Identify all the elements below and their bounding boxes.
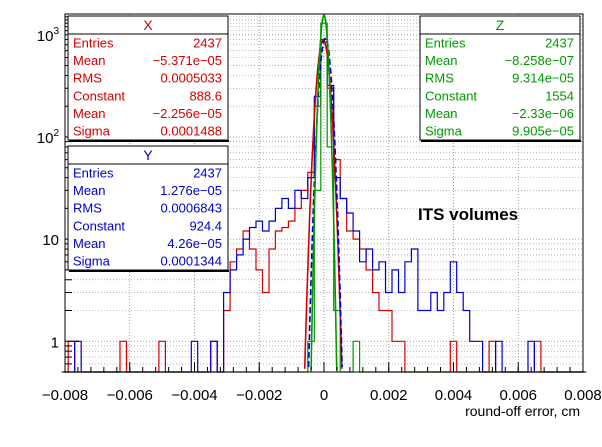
stat-label: Mean xyxy=(73,183,106,198)
stat-value: 4.26e−05 xyxy=(167,236,222,251)
x-tick-label: 0.004 xyxy=(435,387,473,404)
stat-value: 2437 xyxy=(545,35,574,50)
stat-value: 924.4 xyxy=(189,218,222,233)
fit-curve-z xyxy=(310,14,338,371)
stat-value: 9.905e−05 xyxy=(512,124,574,139)
stat-value: −8.258e−07 xyxy=(505,53,574,68)
x-tick-label: 0 xyxy=(320,387,328,404)
stat-box-title: Z xyxy=(496,17,505,33)
stat-value: 0.0001344 xyxy=(161,254,222,269)
stat-value: 888.6 xyxy=(189,88,222,103)
stat-boxes: X Entries 2437 Mean −5.371e−05 RMS 0.0005033 Co… xyxy=(67,15,581,272)
x-tick-label: −0.008 xyxy=(42,387,88,404)
stat-label: Constant xyxy=(425,88,477,103)
stat-box-shadow xyxy=(69,270,229,272)
stat-box-shadow xyxy=(421,140,581,142)
y-tick-label: 103 xyxy=(37,26,60,45)
x-tick-label: −0.004 xyxy=(171,387,217,404)
stat-box-title: Y xyxy=(143,147,153,163)
stat-label: Entries xyxy=(73,35,114,50)
stat-label: Sigma xyxy=(73,254,111,269)
stat-box-x: X Entries 2437 Mean −5.371e−05 RMS 0.0005033 Co… xyxy=(67,15,229,142)
stat-value: 2437 xyxy=(193,35,222,50)
stat-box-frame xyxy=(67,145,229,271)
stat-label: RMS xyxy=(73,201,102,216)
stat-value: −2.256e−05 xyxy=(153,106,222,121)
stat-label: Mean xyxy=(73,236,106,251)
stat-value: 1554 xyxy=(545,88,574,103)
stat-value: 0.0001488 xyxy=(161,124,222,139)
stat-box-shadow xyxy=(69,140,229,142)
x-tick-label: 0.008 xyxy=(564,387,602,404)
stat-label: RMS xyxy=(425,71,454,86)
gaussian-fits xyxy=(303,14,343,371)
stat-box-frame xyxy=(67,15,229,141)
axes: −0.008 −0.006 −0.004 −0.002 0 0.002 0.004 0.006… xyxy=(37,16,602,404)
stat-box-y: Y Entries 2437 Mean 1.276e−05 RMS 0.0006843 Con… xyxy=(67,145,229,272)
stat-value: 9.314e−05 xyxy=(512,71,574,86)
y-tick-label: 1 xyxy=(51,334,59,351)
stat-label: Mean xyxy=(73,53,106,68)
stat-value: 0.0006843 xyxy=(161,201,222,216)
y-tick-label: 102 xyxy=(37,128,60,147)
stat-label: Entries xyxy=(73,165,114,180)
stat-label: Mean xyxy=(425,106,458,121)
stat-label: Sigma xyxy=(73,124,111,139)
stat-label: Entries xyxy=(425,35,466,50)
fit-curve-x xyxy=(303,39,343,369)
stat-value: 2437 xyxy=(193,165,222,180)
stat-label: Mean xyxy=(73,106,106,121)
stat-label: RMS xyxy=(73,71,102,86)
stat-value: 1.276e−05 xyxy=(160,183,222,198)
y-tick-label: 10 xyxy=(42,232,59,249)
x-tick-label: 0.006 xyxy=(499,387,537,404)
fit-curve-y xyxy=(307,37,343,368)
stat-box-frame xyxy=(419,15,581,141)
stat-label: Sigma xyxy=(425,124,463,139)
stat-box-title: X xyxy=(143,17,153,33)
stat-box-z: Z Entries 2437 Mean −8.258e−07 RMS 9.314e−05 Co… xyxy=(419,15,581,142)
stat-label: Constant xyxy=(73,218,125,233)
stat-value: 0.0005033 xyxy=(161,71,222,86)
stat-value: −2.33e−06 xyxy=(512,106,574,121)
its-volumes-annotation: ITS volumes xyxy=(418,205,518,224)
x-tick-label: −0.006 xyxy=(107,387,153,404)
x-tick-label: −0.002 xyxy=(236,387,282,404)
x-axis-title: round-off error, cm xyxy=(465,403,580,419)
x-tick-label: 0.002 xyxy=(370,387,408,404)
stat-label: Mean xyxy=(425,53,458,68)
stat-label: Constant xyxy=(73,88,125,103)
stat-value: −5.371e−05 xyxy=(153,53,222,68)
